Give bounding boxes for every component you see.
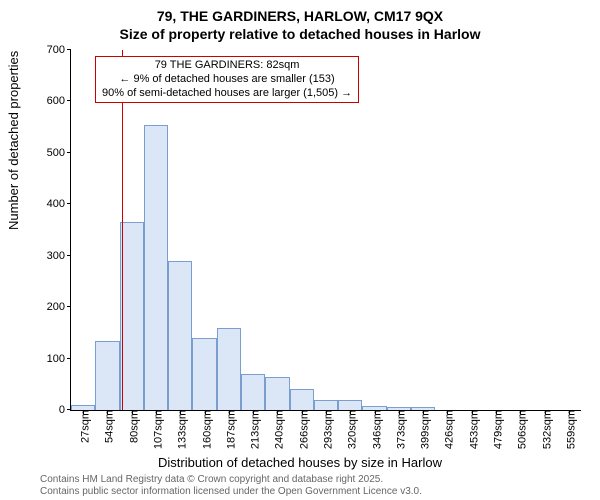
- annotation-line3: 90% of semi-detached houses are larger (…: [102, 87, 352, 101]
- histogram-bar: [338, 400, 362, 410]
- histogram-bar: [192, 338, 216, 410]
- y-tick-label: 100: [47, 353, 71, 365]
- property-size-histogram: 79, THE GARDINERS, HARLOW, CM17 9QX Size…: [0, 0, 600, 500]
- x-tick-label: 27sqm: [75, 410, 92, 443]
- histogram-bar: [144, 125, 168, 410]
- x-tick-label: 426sqm: [439, 410, 456, 449]
- x-tick-label: 532sqm: [536, 410, 553, 449]
- x-tick-label: 266sqm: [293, 410, 310, 449]
- y-tick-mark: [67, 306, 71, 307]
- histogram-bar: [120, 222, 144, 410]
- x-tick-label: 479sqm: [488, 410, 505, 449]
- x-tick-label: 399sqm: [415, 410, 432, 449]
- y-tick-label: 200: [47, 301, 71, 313]
- chart-title-line1: 79, THE GARDINERS, HARLOW, CM17 9QX: [0, 8, 600, 24]
- x-tick-label: 293sqm: [318, 410, 335, 449]
- y-tick-label: 600: [47, 95, 71, 107]
- histogram-bar: [290, 389, 314, 410]
- y-tick-mark: [67, 358, 71, 359]
- histogram-bar: [314, 400, 338, 410]
- x-axis-label: Distribution of detached houses by size …: [0, 455, 600, 470]
- x-tick-label: 320sqm: [342, 410, 359, 449]
- annotation-box: 79 THE GARDINERS: 82sqm ← 9% of detached…: [95, 56, 359, 103]
- x-tick-label: 240sqm: [269, 410, 286, 449]
- property-marker-line: [122, 50, 123, 410]
- y-tick-mark: [67, 100, 71, 101]
- histogram-bar: [217, 328, 241, 410]
- footer-line1: Contains HM Land Registry data © Crown c…: [40, 474, 422, 486]
- x-tick-label: 346sqm: [366, 410, 383, 449]
- x-tick-label: 160sqm: [196, 410, 213, 449]
- histogram-bar: [95, 341, 119, 410]
- x-tick-label: 506sqm: [512, 410, 529, 449]
- y-tick-mark: [67, 152, 71, 153]
- x-tick-label: 80sqm: [123, 410, 140, 443]
- y-tick-label: 0: [59, 404, 71, 416]
- footer-attribution: Contains HM Land Registry data © Crown c…: [40, 474, 422, 498]
- histogram-bar: [411, 407, 435, 410]
- annotation-line2: ← 9% of detached houses are smaller (153…: [102, 73, 352, 87]
- x-tick-label: 133sqm: [172, 410, 189, 449]
- histogram-bar: [241, 374, 265, 410]
- x-tick-label: 373sqm: [390, 410, 407, 449]
- histogram-bar: [362, 406, 386, 410]
- plot-area: 010020030040050060070027sqm54sqm80sqm107…: [70, 50, 581, 411]
- x-tick-label: 54sqm: [99, 410, 116, 443]
- y-tick-mark: [67, 203, 71, 204]
- x-tick-label: 107sqm: [148, 410, 165, 449]
- y-tick-label: 500: [47, 147, 71, 159]
- y-tick-label: 700: [47, 44, 71, 56]
- histogram-bar: [387, 407, 411, 410]
- y-axis-label: Number of detached properties: [6, 51, 21, 230]
- y-tick-label: 400: [47, 198, 71, 210]
- histogram-bar: [265, 377, 289, 410]
- footer-line2: Contains public sector information licen…: [40, 486, 422, 498]
- histogram-bar: [168, 261, 192, 410]
- y-tick-mark: [67, 49, 71, 50]
- x-tick-label: 213sqm: [245, 410, 262, 449]
- chart-title-line2: Size of property relative to detached ho…: [0, 26, 600, 42]
- histogram-bar: [71, 405, 95, 410]
- y-tick-label: 300: [47, 250, 71, 262]
- x-tick-label: 559sqm: [560, 410, 577, 449]
- x-tick-label: 187sqm: [220, 410, 237, 449]
- y-tick-mark: [67, 255, 71, 256]
- annotation-line1: 79 THE GARDINERS: 82sqm: [102, 59, 352, 73]
- x-tick-label: 453sqm: [463, 410, 480, 449]
